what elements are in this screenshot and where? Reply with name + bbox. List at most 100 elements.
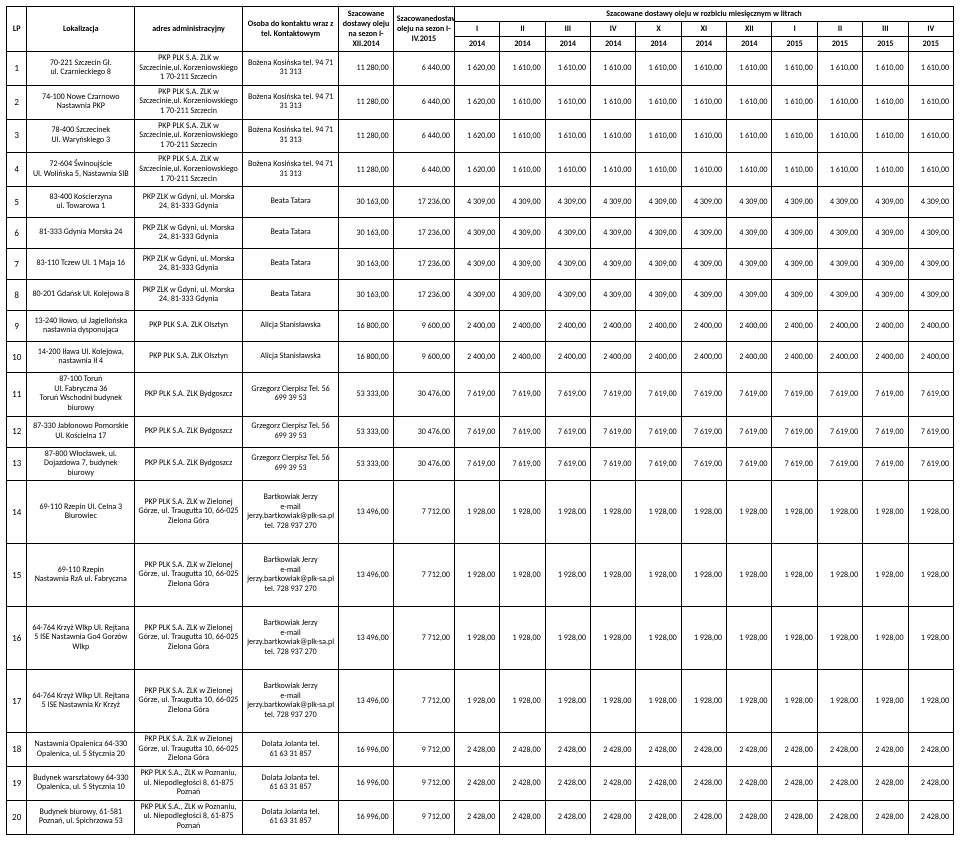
cell-loc: 13-240 Iłowo, ul Jagiellońskanastawnia d… [27,311,135,342]
table-row: 20Budynek biurowy, 61-581 Poznań, ul. Sp… [7,800,954,834]
cell-month: 7 619,00 [545,447,590,481]
cell-addr: PKP PLK S.A., ZLK w Poznaniu, ul. Niepod… [135,767,243,801]
cell-est: 53 333,00 [339,373,393,416]
cell-month: 4 309,00 [772,218,817,249]
cell-month: 1 610,00 [636,119,681,153]
cell-est: 11 280,00 [339,119,393,153]
cell-month: 7 619,00 [591,447,636,481]
cell-month: 2 428,00 [908,800,953,834]
hdr-dostawy: Szacowanedostawy oleju na sezon I-IV.201… [393,7,454,52]
cell-month: 4 309,00 [908,187,953,218]
cell-contact: Bożena Kosińska tel. 94 71 31 313 [242,119,338,153]
cell-month: 7 619,00 [908,447,953,481]
hdr-szacowane: Szacowane dostawy oleju na sezon I- XII.… [339,7,393,52]
cell-addr: PKP PLK S.A. ZLK w Szczecinie,ul. Korzen… [135,85,243,119]
cell-month: 1 928,00 [454,481,499,544]
cell-addr: PKP ZLK w Gdyni, ul. Morska 24, 81-333 G… [135,280,243,311]
cell-est: 16 996,00 [339,767,393,801]
cell-month: 7 619,00 [636,447,681,481]
cell-month: 2 400,00 [681,342,726,373]
cell-month: 4 309,00 [772,187,817,218]
cell-month: 2 428,00 [863,767,908,801]
cell-month: 1 610,00 [727,119,772,153]
cell-lp: 2 [7,85,27,119]
hdr-year: 2015 [863,37,908,52]
cell-month: 1 928,00 [863,481,908,544]
cell-month: 1 610,00 [908,85,953,119]
cell-month: 1 928,00 [772,607,817,670]
cell-month: 4 309,00 [500,187,545,218]
cell-month: 2 428,00 [500,767,545,801]
cell-loc: Nastawnia Opalenica 64-330 Opalenica, ul… [27,733,135,767]
cell-est: 53 333,00 [339,416,393,447]
cell-month: 2 428,00 [454,733,499,767]
cell-month: 4 309,00 [500,280,545,311]
cell-del: 9 600,00 [393,342,454,373]
cell-month: 1 610,00 [545,119,590,153]
cell-month: 2 400,00 [772,311,817,342]
cell-addr: PKP PLK S.A. ZLK w Zielonej Górze, ul. T… [135,607,243,670]
cell-addr: PKP PLK S.A. ZLK Bydgoszcz [135,447,243,481]
cell-month: 1 610,00 [545,85,590,119]
cell-contact: Alicja Stanisławska [242,311,338,342]
cell-est: 16 800,00 [339,342,393,373]
cell-month: 7 619,00 [772,373,817,416]
cell-month: 2 428,00 [727,767,772,801]
cell-addr: PKP PLK S.A. ZLK w Szczecinie,ul. Korzen… [135,119,243,153]
cell-addr: PKP PLK S.A. ZLK Bydgoszcz [135,373,243,416]
cell-month: 1 928,00 [636,481,681,544]
cell-contact: Beata Tatara [242,218,338,249]
cell-lp: 20 [7,800,27,834]
cell-month: 4 309,00 [636,249,681,280]
cell-month: 2 428,00 [817,800,862,834]
table-row: 1764-764 Krzyż Wlkp Ul. Rejtana 5 ISE Na… [7,670,954,733]
cell-est: 13 496,00 [339,670,393,733]
cell-month: 2 400,00 [591,311,636,342]
cell-month: 1 610,00 [591,119,636,153]
cell-est: 13 496,00 [339,607,393,670]
cell-month: 4 309,00 [727,249,772,280]
cell-month: 1 928,00 [545,481,590,544]
cell-month: 2 400,00 [500,342,545,373]
cell-month: 1 928,00 [636,607,681,670]
cell-month: 4 309,00 [636,218,681,249]
cell-month: 1 610,00 [817,119,862,153]
cell-month: 1 610,00 [500,119,545,153]
cell-month: 1 928,00 [772,481,817,544]
cell-month: 1 610,00 [863,85,908,119]
cell-del: 9 712,00 [393,733,454,767]
cell-month: 7 619,00 [863,447,908,481]
cell-addr: PKP PLK S.A., ZLK w Poznaniu, ul. Niepod… [135,800,243,834]
cell-month: 4 309,00 [727,280,772,311]
cell-contact: Bożena Kosińska tel. 94 71 31 313 [242,52,338,86]
cell-month: 1 928,00 [772,544,817,607]
hdr-year: 2015 [772,37,817,52]
cell-month: 2 428,00 [591,733,636,767]
cell-addr: PKP ZLK w Gdyni, ul. Morska 24, 81-333 G… [135,187,243,218]
cell-month: 4 309,00 [681,187,726,218]
cell-month: 1 610,00 [817,153,862,187]
cell-month: 1 928,00 [591,544,636,607]
cell-month: 1 610,00 [545,52,590,86]
cell-contact: Beata Tatara [242,249,338,280]
cell-del: 7 712,00 [393,481,454,544]
table-row: 913-240 Iłowo, ul Jagiellońskanastawnia … [7,311,954,342]
cell-addr: PKP PLK S.A. ZLK w Szczecinie,ul. Korzen… [135,153,243,187]
cell-est: 30 163,00 [339,218,393,249]
cell-del: 17 236,00 [393,218,454,249]
hdr-month: II [500,22,545,37]
cell-contact: Alicja Stanisławska [242,342,338,373]
cell-loc: 70-221 Szczecin Gł.ul. Czarnieckiego 8 [27,52,135,86]
cell-addr: PKP ZLK w Gdyni, ul. Morska 24, 81-333 G… [135,218,243,249]
cell-lp: 6 [7,218,27,249]
table-row: 18Nastawnia Opalenica 64-330 Opalenica, … [7,733,954,767]
cell-month: 1 610,00 [545,153,590,187]
hdr-adres: adres administracyjny [135,7,243,52]
cell-est: 53 333,00 [339,447,393,481]
cell-addr: PKP ZLK w Gdyni, ul. Morska 24, 81-333 G… [135,249,243,280]
cell-month: 2 400,00 [545,342,590,373]
table-row: 1387-800 Włocławek, ul. Dojazdowa 7, bud… [7,447,954,481]
hdr-year: 2014 [727,37,772,52]
cell-lp: 12 [7,416,27,447]
table-row: 880-201 Gdańsk Ul. Kolejowa 8PKP ZLK w G… [7,280,954,311]
